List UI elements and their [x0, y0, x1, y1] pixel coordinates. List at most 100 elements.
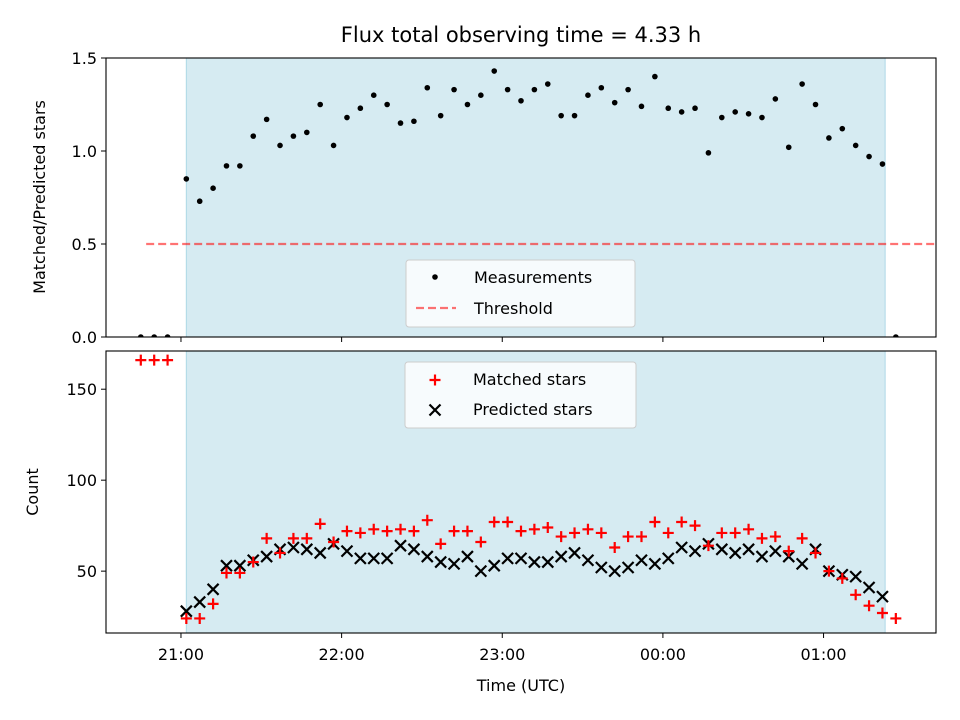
predicted-star-point: [795, 557, 809, 571]
matched-star-point: [595, 527, 607, 539]
count-panel: 50 100 150 21:00 22:00 23:00 00:00 01:00 Matched…: [66, 350, 937, 664]
matched-star-point: [354, 527, 366, 539]
matched-star-point: [622, 531, 634, 543]
predicted-star-point: [769, 544, 782, 558]
matched-star-point: [542, 521, 554, 533]
matched-star-point: [716, 527, 728, 539]
matched-star-point: [408, 525, 420, 537]
measurement-point: [357, 105, 364, 112]
measurement-point: [344, 114, 350, 121]
ratio-panel: 0.0 0.5 1.0 1.5 Measurements Threshold: [72, 49, 937, 347]
predicted-star-point: [287, 541, 300, 554]
matched-star-point: [676, 516, 688, 528]
y-tick-label: 150: [66, 380, 97, 399]
x-tick-label: 21:00: [158, 645, 204, 664]
measurement-point: [138, 334, 144, 337]
y-tick-label: 1.5: [72, 49, 97, 68]
x-tick-label: 00:00: [640, 645, 686, 664]
measurement-point: [799, 81, 805, 87]
matched-star-point: [756, 532, 768, 544]
matched-star-point: [783, 545, 795, 557]
matched-star-point: [502, 516, 514, 528]
predicted-star-point: [394, 539, 407, 552]
x-tick-label: 22:00: [319, 645, 365, 664]
matched-star-point: [890, 612, 902, 624]
predicted-star-point: [581, 553, 595, 567]
predicted-star-point: [380, 552, 394, 565]
matched-star-point: [448, 525, 460, 537]
matched-star-point: [247, 556, 259, 568]
measurement-point: [237, 163, 243, 169]
measurement-point: [785, 144, 792, 151]
measurement-point: [826, 135, 832, 141]
measurement-point: [585, 92, 591, 98]
predicted-star-point: [220, 559, 233, 572]
matched-star-point: [702, 540, 714, 552]
measurement-point: [705, 150, 712, 156]
legend-measurement-marker: [432, 274, 438, 280]
measurement-point: [772, 96, 779, 102]
predicted-star-point: [742, 543, 755, 556]
measurement-point: [665, 105, 672, 112]
matched-star-point: [569, 527, 581, 539]
matched-star-point: [528, 523, 540, 535]
predicted-star-point: [514, 552, 528, 565]
predicted-star-point: [621, 561, 635, 574]
matched-star-point: [341, 525, 353, 537]
matched-star-point: [836, 572, 848, 584]
bottom-legend: Matched stars Predicted stars: [404, 361, 637, 429]
measurement-point: [164, 334, 171, 337]
predicted-star-point: [755, 550, 769, 563]
matched-star-point: [488, 516, 500, 528]
measurement-point: [719, 114, 725, 121]
legend-predicted-marker: [428, 403, 442, 417]
predicted-star-point: [407, 543, 421, 556]
matched-star-point: [582, 523, 594, 535]
matched-star-point: [135, 354, 147, 366]
measurement-point: [893, 334, 899, 337]
predicted-star-point: [528, 555, 541, 569]
predicted-star-point: [193, 595, 206, 609]
matched-star-point: [635, 531, 647, 543]
measurement-point: [210, 185, 216, 191]
matched-star-point: [555, 531, 567, 543]
measurement-point: [437, 112, 444, 119]
measurement-point: [879, 161, 886, 167]
top-y-axis-label: Matched/Predicted stars: [30, 100, 49, 294]
matched-star-point: [328, 536, 340, 548]
measurement-point: [151, 334, 157, 337]
measurement-point: [598, 84, 605, 91]
predicted-star-point: [595, 561, 608, 574]
legend-predicted-label: Predicted stars: [473, 400, 593, 419]
measurement-point: [866, 153, 872, 160]
predicted-star-point: [635, 553, 648, 567]
measurement-point: [732, 109, 738, 115]
predicted-star-point: [688, 544, 702, 558]
measurement-point: [544, 81, 551, 87]
predicted-star-point: [206, 583, 220, 596]
legend-matched-label: Matched stars: [473, 370, 586, 389]
measurement-point: [812, 101, 819, 108]
predicted-star-point: [849, 570, 862, 583]
predicted-star-point: [367, 552, 381, 565]
legend-threshold-label: Threshold: [473, 299, 553, 318]
predicted-star-point: [421, 550, 434, 563]
x-axis-label: Time (UTC): [476, 676, 565, 695]
matched-star-point: [301, 532, 313, 544]
measurement-point: [263, 116, 270, 123]
predicted-star-point: [180, 604, 193, 618]
measurement-point: [317, 101, 323, 108]
matched-star-point: [395, 523, 407, 535]
predicted-star-point: [876, 590, 889, 603]
predicted-star-point: [675, 541, 688, 554]
predicted-star-point: [233, 559, 247, 572]
measurement-point: [625, 86, 631, 93]
predicted-star-point: [728, 546, 742, 560]
matched-star-point: [287, 532, 299, 544]
matched-star-point: [689, 520, 701, 532]
legend-matched-marker: [429, 374, 441, 386]
measurement-point: [692, 105, 698, 112]
measurement-point: [277, 142, 283, 149]
measurement-point: [304, 129, 310, 136]
